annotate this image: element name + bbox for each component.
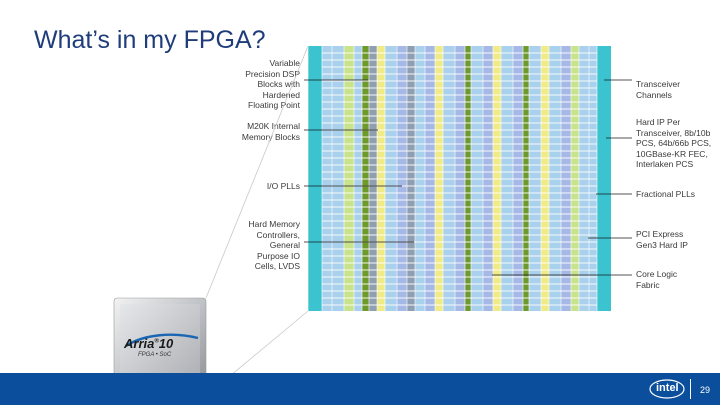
label-io-plls: I/O PLLs xyxy=(266,181,300,191)
chip-brand-text: Arria®10 xyxy=(124,336,173,351)
label-pci-express: PCI Express Gen3 Hard IP xyxy=(636,229,688,250)
fabric-columns xyxy=(307,46,611,311)
fabric-column xyxy=(397,46,407,311)
fabric-column xyxy=(579,46,589,311)
chip-brand: Arria xyxy=(124,336,155,351)
zoom-line-top xyxy=(205,45,309,299)
fabric-column xyxy=(385,46,397,311)
footer-divider xyxy=(690,379,691,399)
fabric-column xyxy=(344,46,354,311)
fabric-column xyxy=(513,46,523,311)
fabric-column xyxy=(471,46,483,311)
fabric-column xyxy=(483,46,493,311)
page-number: 29 xyxy=(700,385,711,395)
label-hard-ip: Hard IP Per Transceiver, 8b/10b PCS, 64b… xyxy=(636,117,712,169)
label-core-logic-fabric: Core Logic Fabric xyxy=(636,269,678,290)
fabric-column xyxy=(415,46,425,311)
intel-logo-text: intel xyxy=(656,382,679,394)
fabric-column xyxy=(435,46,443,311)
label-m20k-memory: M20K Internal Memory Blocks xyxy=(241,121,300,142)
fabric-column xyxy=(501,46,513,311)
label-hard-memory-controllers: Hard Memory Controllers, General Purpose… xyxy=(248,219,300,271)
chip-number: 10 xyxy=(158,336,174,351)
fabric-column xyxy=(493,46,501,311)
footer-bar xyxy=(0,373,720,405)
fabric-column xyxy=(597,46,611,311)
fabric-column xyxy=(362,46,369,311)
fabric-column xyxy=(443,46,455,311)
fabric-column xyxy=(377,46,385,311)
fabric-column xyxy=(523,46,529,311)
fabric-column xyxy=(354,46,362,311)
fabric-column xyxy=(529,46,541,311)
chip-registered-mark: ® xyxy=(154,338,159,345)
intel-logo: intel xyxy=(648,377,688,406)
fabric-column xyxy=(308,46,322,311)
fabric-column xyxy=(425,46,435,311)
fabric-column xyxy=(332,46,344,311)
fabric-column xyxy=(322,46,332,311)
fabric-column xyxy=(561,46,571,311)
intel-logo-icon xyxy=(649,379,685,399)
slide-title: What’s in my FPGA? xyxy=(34,26,266,54)
fabric-column xyxy=(369,46,377,311)
fabric-column xyxy=(465,46,471,311)
fabric-column xyxy=(407,46,415,311)
fabric-column xyxy=(549,46,561,311)
chip-subtitle: FPGA • SoC xyxy=(138,352,172,358)
fabric-column xyxy=(541,46,549,311)
arria10-chip xyxy=(113,297,207,397)
fabric-column xyxy=(571,46,579,311)
label-transceiver-channels: Transceiver Channels xyxy=(636,79,681,100)
fabric-column xyxy=(589,46,597,311)
fabric-column xyxy=(455,46,465,311)
label-fractional-plls: Fractional PLLs xyxy=(636,189,696,199)
